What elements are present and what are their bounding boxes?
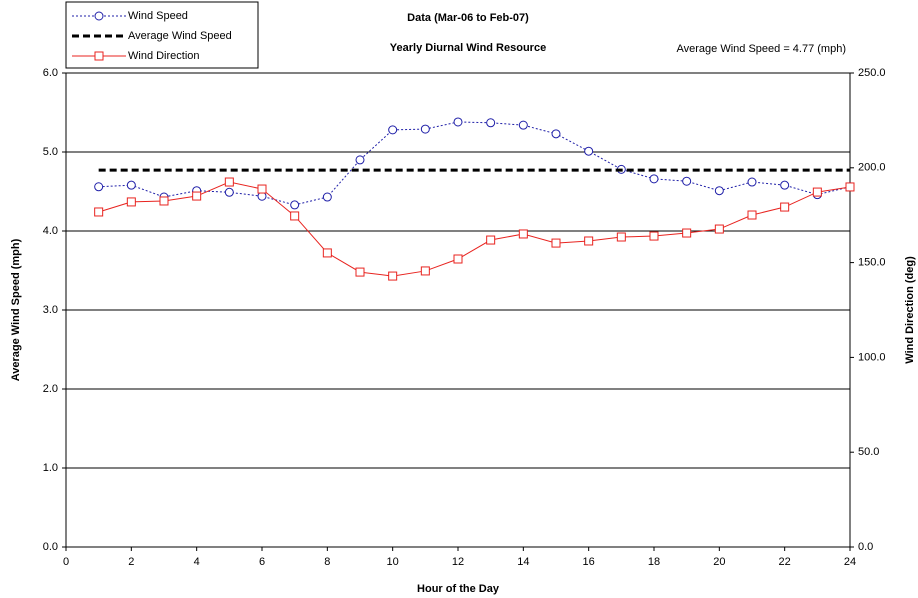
series-line <box>98 181 851 277</box>
x-tick-label: 2 <box>128 556 134 568</box>
y-tick-label: 2.0 <box>43 383 58 395</box>
x-tick-label: 12 <box>452 556 464 568</box>
legend-label: Wind Direction <box>128 50 200 62</box>
y2-tick-label: 50.0 <box>858 446 879 458</box>
marker <box>551 238 561 248</box>
marker <box>682 228 692 238</box>
marker <box>290 200 300 210</box>
marker <box>224 187 234 197</box>
x-tick-label: 18 <box>648 556 660 568</box>
marker <box>420 266 430 276</box>
marker <box>94 51 104 61</box>
marker <box>453 117 463 127</box>
marker <box>747 210 757 220</box>
x-tick-label: 14 <box>517 556 529 568</box>
marker <box>616 232 626 242</box>
marker <box>845 182 855 192</box>
marker <box>714 186 724 196</box>
y-tick-label: 5.0 <box>43 146 58 158</box>
x-tick-label: 20 <box>713 556 725 568</box>
y-tick-label: 0.0 <box>43 541 58 553</box>
marker <box>584 146 594 156</box>
marker <box>649 231 659 241</box>
legend-label: Wind Speed <box>128 10 188 22</box>
chart-title: Data (Mar-06 to Feb-07) <box>407 12 529 24</box>
marker <box>355 267 365 277</box>
marker <box>192 191 202 201</box>
y-tick-label: 3.0 <box>43 304 58 316</box>
marker <box>453 254 463 264</box>
marker <box>257 184 267 194</box>
marker <box>290 211 300 221</box>
marker <box>551 129 561 139</box>
x-tick-label: 10 <box>387 556 399 568</box>
marker <box>94 182 104 192</box>
x-tick-label: 4 <box>194 556 200 568</box>
y-tick-label: 1.0 <box>43 462 58 474</box>
chart-subtitle: Yearly Diurnal Wind Resource <box>390 42 546 54</box>
y-tick-label: 4.0 <box>43 225 58 237</box>
marker <box>94 207 104 217</box>
y2-tick-label: 250.0 <box>858 67 886 79</box>
marker <box>94 11 104 21</box>
marker <box>388 125 398 135</box>
x-axis-label: Hour of the Day <box>417 583 500 595</box>
marker <box>518 120 528 130</box>
marker <box>682 176 692 186</box>
marker <box>747 177 757 187</box>
y2-tick-label: 100.0 <box>858 351 886 363</box>
marker <box>126 197 136 207</box>
marker <box>780 202 790 212</box>
marker <box>649 174 659 184</box>
y2-tick-label: 0.0 <box>858 541 873 553</box>
y-tick-label: 6.0 <box>43 67 58 79</box>
marker <box>224 177 234 187</box>
y-axis-label: Average Wind Speed (mph) <box>10 238 22 381</box>
marker <box>584 236 594 246</box>
x-tick-label: 0 <box>63 556 69 568</box>
x-tick-label: 24 <box>844 556 856 568</box>
marker <box>518 229 528 239</box>
y2-tick-label: 150.0 <box>858 257 886 269</box>
marker <box>420 124 430 134</box>
marker <box>322 248 332 258</box>
legend: Wind Speed Average Wind Speed Wind Directi… <box>65 1 259 69</box>
x-tick-label: 22 <box>779 556 791 568</box>
marker <box>486 235 496 245</box>
marker <box>812 187 822 197</box>
legend-label: Average Wind Speed <box>128 30 232 42</box>
marker <box>780 180 790 190</box>
x-tick-label: 8 <box>324 556 330 568</box>
marker <box>714 224 724 234</box>
x-tick-label: 6 <box>259 556 265 568</box>
annotation: Average Wind Speed = 4.77 (mph) <box>677 43 846 55</box>
y2-tick-label: 200.0 <box>858 162 886 174</box>
marker <box>322 192 332 202</box>
marker <box>159 196 169 206</box>
y2-axis-label: Wind Direction (deg) <box>904 256 916 364</box>
marker <box>486 118 496 128</box>
x-tick-label: 16 <box>583 556 595 568</box>
marker <box>126 180 136 190</box>
series-line <box>98 121 851 206</box>
marker <box>355 155 365 165</box>
plot-frame <box>65 72 851 548</box>
marker <box>388 271 398 281</box>
